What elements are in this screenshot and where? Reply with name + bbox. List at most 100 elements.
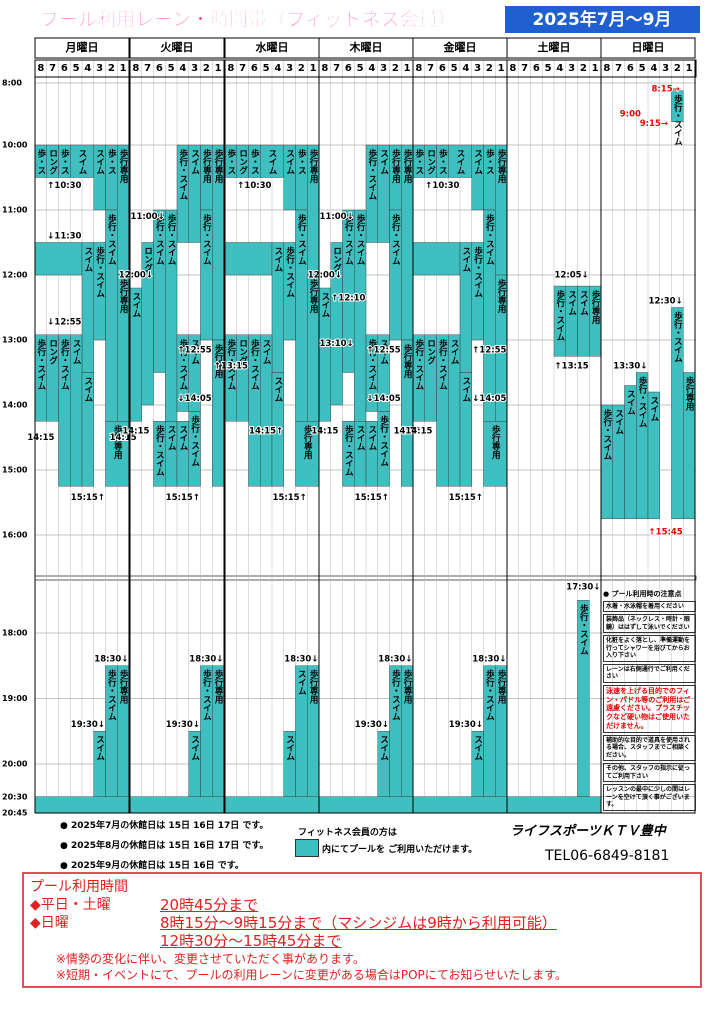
- time-note: 9:15→: [640, 119, 668, 129]
- time-note: 12:30↓: [649, 297, 683, 307]
- lane-number: 1: [310, 63, 317, 74]
- notice-item: その他、スタッフの指示に従ってご利用下さい: [603, 763, 696, 782]
- lane-label: 歩行・スイム: [484, 669, 495, 721]
- time-label: 16:00: [2, 531, 28, 540]
- lane-label: 歩行・スイム: [555, 290, 566, 342]
- member-note: 内にてプールを ご利用いただけます。: [322, 845, 478, 855]
- lane-number: 8: [37, 63, 44, 74]
- lane-label: スイム: [649, 396, 659, 422]
- time-note: 14:15: [311, 427, 338, 437]
- lane-number: 5: [263, 63, 270, 74]
- time-note: 19:30↓: [449, 720, 483, 730]
- lane-label: 歩行・スイム: [178, 338, 189, 390]
- lane-label: スイム: [190, 735, 200, 761]
- time-note: ↓14:05: [472, 394, 506, 404]
- hours-title: プール利用時間: [30, 879, 128, 895]
- lane-label: 歩行・スイム: [201, 213, 212, 265]
- lane-label: 歩行専用: [213, 669, 224, 705]
- pool-hours: プール利用時間 ◆平日・土曜 20時45分まで ◆日曜 8時15分〜9時15分まで（マシ…: [22, 872, 702, 988]
- lane-label: 歩行専用: [308, 669, 319, 705]
- hours-label: ◆平日・土曜: [30, 897, 111, 913]
- time-note: 14:15↑: [249, 427, 283, 437]
- day-name: 木曜日: [349, 40, 383, 54]
- lane-label: 歩行専用: [302, 425, 313, 461]
- day-name: 土曜日: [538, 40, 571, 54]
- lane-label: 歩行専用: [496, 278, 507, 314]
- lane-block: [283, 242, 296, 341]
- lane-block: [389, 209, 402, 341]
- time-note: 13:30↓: [613, 362, 647, 372]
- lane-number: 5: [451, 63, 458, 74]
- day-name: 水曜日: [256, 40, 289, 54]
- lane-block: [188, 731, 201, 797]
- lane-number: 1: [404, 63, 411, 74]
- time-note: 13:10↓: [320, 339, 354, 349]
- lane-number: 3: [474, 63, 481, 74]
- lane-label: ロング: [48, 339, 58, 365]
- lane-label: スイム: [296, 670, 306, 696]
- lane-number: 2: [392, 63, 399, 74]
- lane-label: スイム: [273, 377, 283, 403]
- lane-number: 8: [603, 63, 610, 74]
- lane-block: [471, 731, 484, 797]
- lane-number: 2: [298, 63, 305, 74]
- lane-fill: [224, 796, 320, 814]
- lane-label: ロング: [238, 149, 248, 175]
- lane-label: 歩・ス: [106, 148, 116, 174]
- lane-fill: [129, 796, 225, 814]
- notices: ● プール利用時の注意点 水着・水泳帽を着用ください 装飾品（ネックレス・時計・眼鏡…: [603, 590, 696, 813]
- lane-label: 歩行・スイム: [249, 338, 260, 390]
- day-name: 月曜日: [65, 41, 99, 54]
- lane-label: 歩行専用: [390, 148, 401, 184]
- lane-fill: [506, 796, 602, 814]
- lane-label: 歩行専用: [684, 376, 695, 412]
- lane-label: スイム: [166, 425, 176, 451]
- time-note: 15:15↑: [273, 493, 307, 503]
- notices-title: ● プール利用時の注意点: [603, 590, 682, 598]
- lane-label: スイム: [178, 425, 188, 451]
- time-note: 14:15: [27, 433, 54, 443]
- notice-item: 泳速を上げる目的でのフィン・パドル等のご利用はご遠慮ください。プラスチックなど硬…: [603, 684, 696, 733]
- time-note: 17:30↓: [566, 583, 600, 593]
- lane-label: 歩行専用: [118, 278, 129, 314]
- time-note: 15:15↑: [449, 493, 483, 503]
- time-note: ↓14:05: [367, 394, 401, 404]
- lane-number: 1: [592, 63, 599, 74]
- lane-number: 3: [96, 63, 103, 74]
- lane-label: 歩行・スイム: [602, 408, 613, 460]
- lane-fill: [412, 242, 461, 276]
- time-note: ↑10:30: [47, 181, 81, 191]
- lane-label: スイム: [473, 735, 483, 761]
- lane-label: 歩行専用: [490, 425, 501, 461]
- day-name: 金曜日: [443, 40, 477, 54]
- lane-number: 5: [73, 63, 80, 74]
- lane-label: 歩行・スイム: [285, 246, 296, 298]
- lane-label: スイム: [367, 425, 377, 451]
- time-note: ↓12:55: [47, 317, 81, 327]
- lane-label: スイム: [285, 735, 295, 761]
- notice-item: レーンは右側通行でご利用ください: [603, 663, 696, 683]
- lane-fill: [224, 242, 273, 276]
- lane-number: 2: [203, 63, 210, 74]
- time-note: 18:30↓: [284, 655, 318, 665]
- lane-label: 歩行専用: [402, 148, 413, 184]
- lane-fill: [318, 796, 414, 814]
- lane-number: 8: [321, 63, 328, 74]
- lane-label: ロング: [143, 247, 153, 273]
- lane-block: [81, 372, 94, 487]
- lane-label: 歩行専用: [213, 148, 224, 184]
- day-header: [129, 37, 225, 59]
- lane-label: 歩行専用: [496, 148, 507, 184]
- time-note: 14:15: [122, 427, 149, 437]
- time-note: 19:30↓: [355, 720, 389, 730]
- time-note: 15:15↑: [355, 493, 389, 503]
- time-label: 10:00: [2, 141, 28, 150]
- lane-label: 歩行専用: [308, 278, 319, 314]
- lane-label: ロング: [332, 247, 342, 273]
- lane-label: 歩行・スイム: [95, 246, 106, 298]
- time-label: 8:00: [2, 79, 22, 88]
- lane-fill: [34, 796, 130, 814]
- lane-label: 歩・ス: [484, 148, 494, 174]
- lane-label: 歩行・スイム: [190, 415, 201, 467]
